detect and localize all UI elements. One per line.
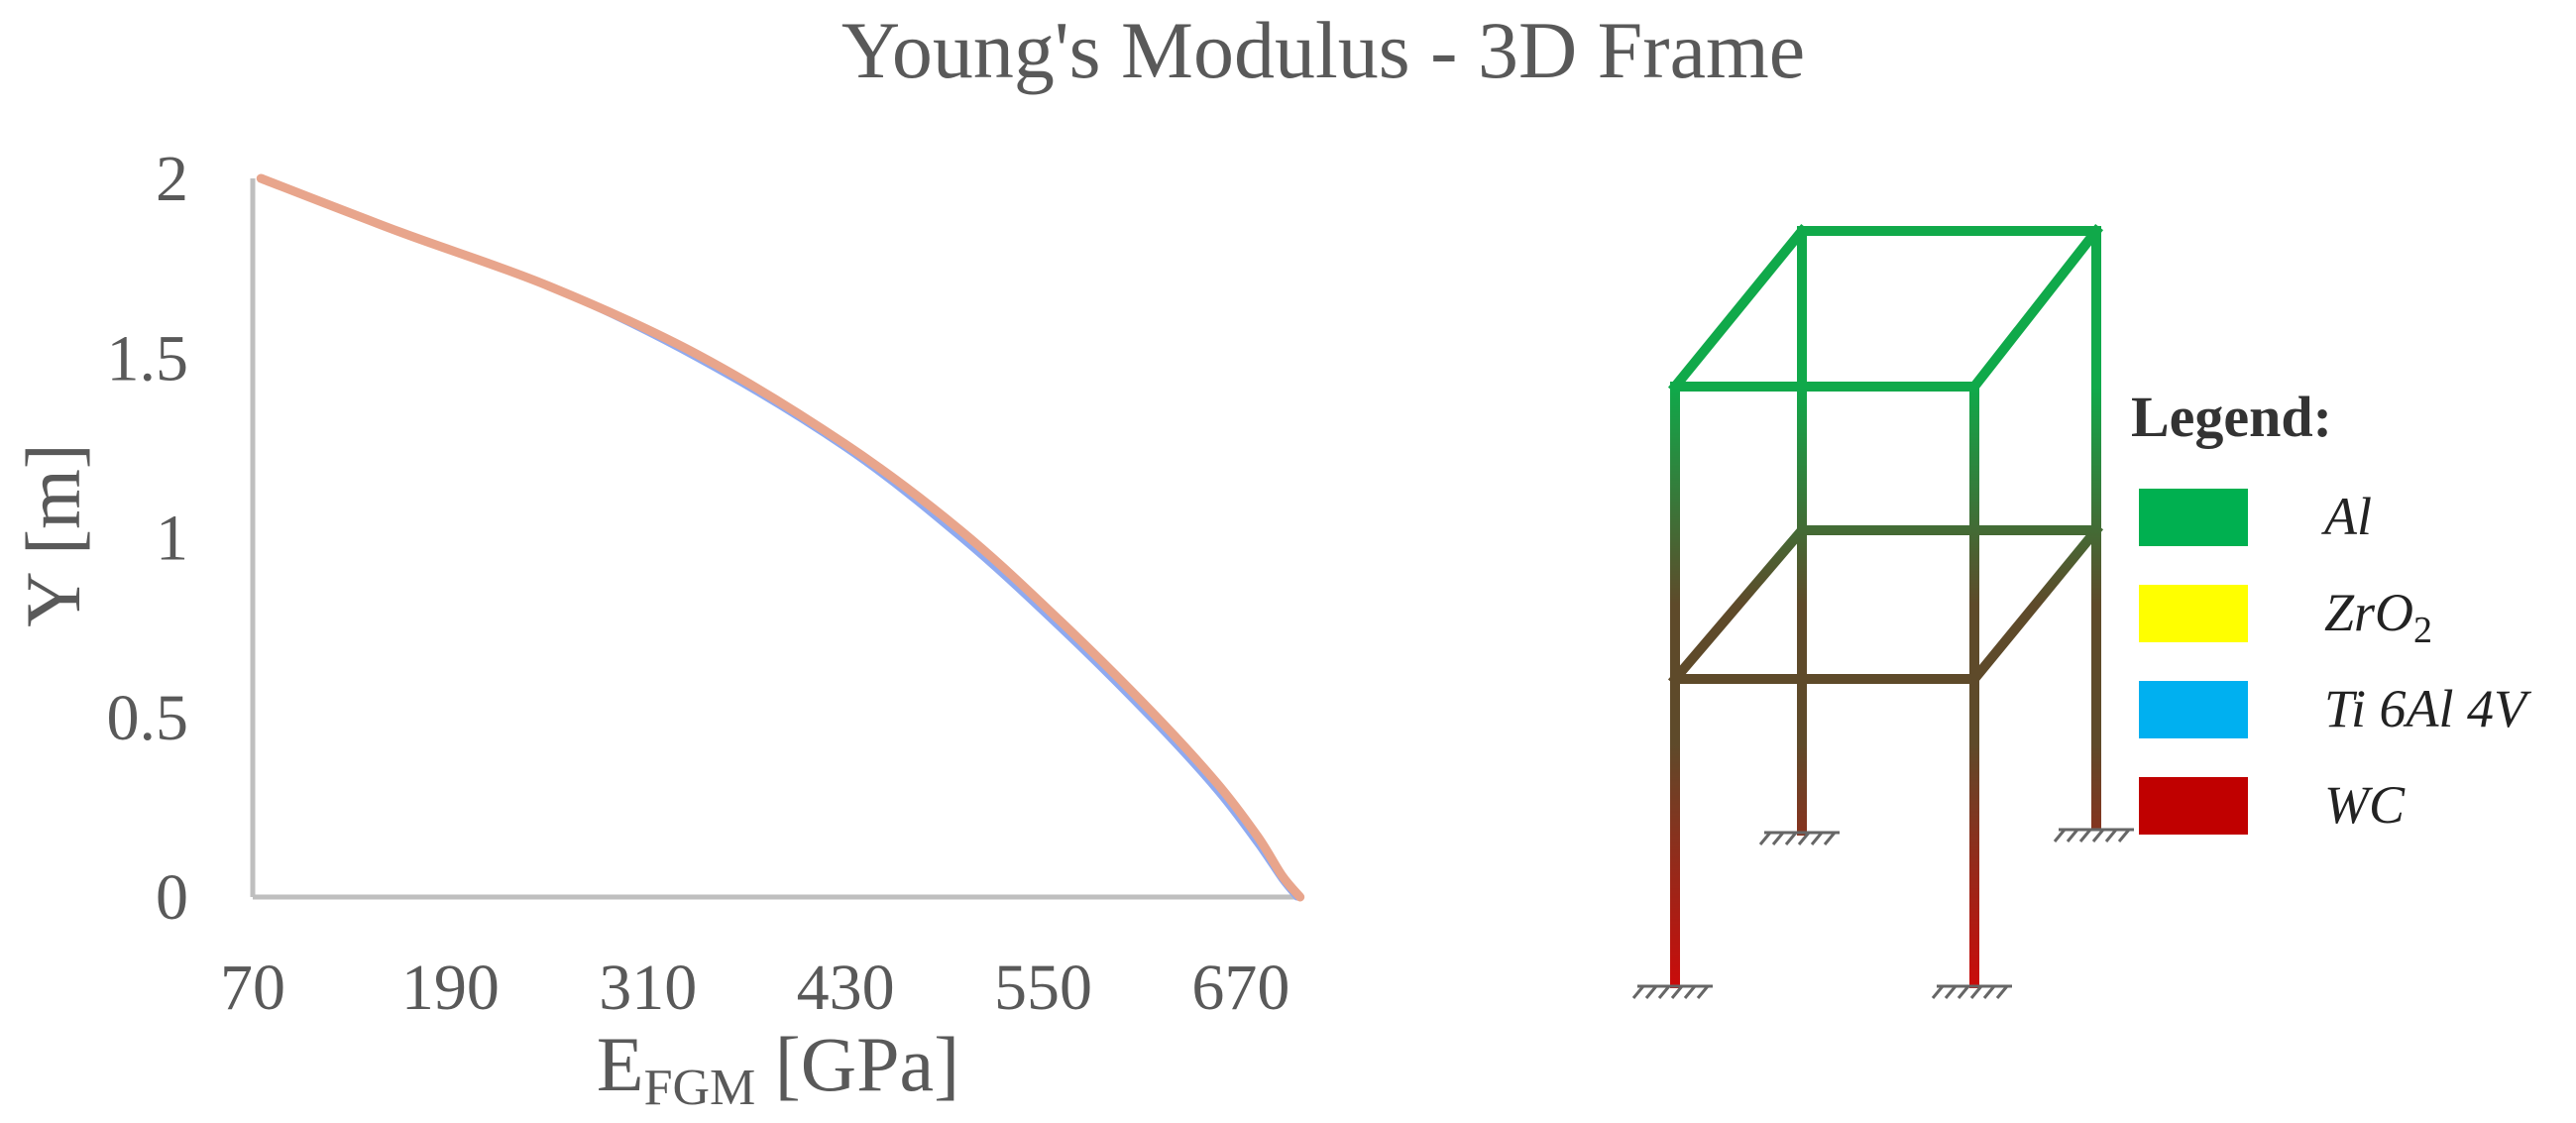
legend: Legend: Al ZrO2 Ti 6Al 4V WC — [2131, 385, 2532, 835]
beam-top-right — [1966, 223, 2104, 394]
support-hatch — [1784, 832, 1798, 845]
support-hatch — [1683, 985, 1697, 999]
beam-top-left — [1667, 223, 1810, 394]
x-axis-title-main: E — [597, 1021, 644, 1107]
fixed-support-4 — [2053, 828, 2134, 842]
x-axis-title-unit: [GPa] — [755, 1021, 959, 1107]
beam-mid-right — [1966, 522, 2104, 687]
support-hatch — [1944, 985, 1958, 999]
legend-item: Ti 6Al 4V — [2139, 679, 2532, 738]
support-hatch — [1982, 985, 1996, 999]
beam-mid-left — [1667, 522, 1810, 687]
x-tick-label: 310 — [599, 952, 697, 1024]
x-axis-title-subscript: FGM — [644, 1060, 756, 1116]
support-hatch — [1810, 832, 1824, 845]
series-layer — [256, 173, 1305, 902]
legend-swatch — [2139, 681, 2248, 738]
y-tick-label: 0.5 — [107, 682, 189, 754]
x-tick-label: 430 — [797, 952, 895, 1024]
fixed-support-1 — [1631, 984, 1713, 999]
legend-title: Legend: — [2131, 385, 2332, 449]
support-hatch — [1771, 832, 1785, 845]
support-hatch — [1823, 832, 1837, 845]
series-line-1 — [257, 174, 1300, 901]
legend-label: WC — [2324, 775, 2406, 835]
chart-title: Young's Modulus - 3D Frame — [841, 5, 1805, 95]
x-tick-label: 190 — [401, 952, 500, 1024]
support-hatch — [2078, 829, 2092, 842]
legend-label: Al — [2321, 487, 2372, 546]
support-hatch — [1931, 985, 1945, 999]
support-hatch — [1644, 985, 1658, 999]
support-hatch — [1797, 832, 1811, 845]
fixed-support-2 — [1931, 984, 2012, 999]
support-hatch — [2066, 829, 2079, 842]
legend-label-subscript: 2 — [2413, 610, 2432, 651]
legend-item: ZrO2 — [2139, 583, 2432, 651]
x-tick-label: 70 — [220, 952, 285, 1024]
support-hatch — [2091, 829, 2105, 842]
y-tick-label: 1 — [156, 503, 188, 575]
fixed-supports — [1631, 828, 2134, 999]
support-hatch — [1969, 985, 1983, 999]
fixed-support-3 — [1758, 831, 1840, 845]
legend-item: WC — [2139, 775, 2406, 835]
legend-label-text: ZrO — [2324, 583, 2413, 642]
y-tick-label: 1.5 — [107, 322, 189, 394]
frame-diagram — [1667, 223, 2104, 988]
support-hatch — [1758, 832, 1772, 845]
legend-swatch — [2139, 585, 2248, 642]
y-tick-label: 2 — [156, 143, 188, 215]
legend-items: Al ZrO2 Ti 6Al 4V WC — [2139, 487, 2532, 835]
y-tick-labels: 0 0.5 1 1.5 2 — [107, 143, 189, 934]
support-hatch — [1957, 985, 1970, 999]
y-axis-title: Y [m] — [10, 443, 96, 627]
support-hatch — [1657, 985, 1671, 999]
x-tick-label: 550 — [994, 952, 1092, 1024]
legend-swatch — [2139, 489, 2248, 546]
legend-swatch — [2139, 777, 2248, 835]
legend-label-text: WC — [2324, 775, 2406, 835]
series-line-2 — [256, 173, 1305, 902]
legend-label: ZrO2 — [2324, 583, 2432, 651]
x-axis-title: EFGM [GPa] — [597, 1021, 959, 1116]
legend-label-text: Ti 6Al 4V — [2324, 679, 2532, 738]
legend-label: Ti 6Al 4V — [2324, 679, 2532, 738]
support-hatch — [1995, 985, 2009, 999]
support-hatch — [2104, 829, 2118, 842]
support-hatch — [1696, 985, 1710, 999]
support-hatch — [2053, 829, 2067, 842]
support-hatch — [2117, 829, 2131, 842]
x-tick-labels: 70 190 310 430 550 670 — [220, 952, 1289, 1024]
support-hatch — [1670, 985, 1684, 999]
line-chart: 0 0.5 1 1.5 2 70 190 310 430 550 670 Y [m] EFGM [… — [10, 143, 1305, 1116]
y-tick-label: 0 — [156, 861, 188, 934]
legend-label-text: Al — [2321, 487, 2372, 546]
support-hatch — [1631, 985, 1645, 999]
legend-item: Al — [2139, 487, 2372, 546]
x-tick-label: 670 — [1191, 952, 1289, 1024]
